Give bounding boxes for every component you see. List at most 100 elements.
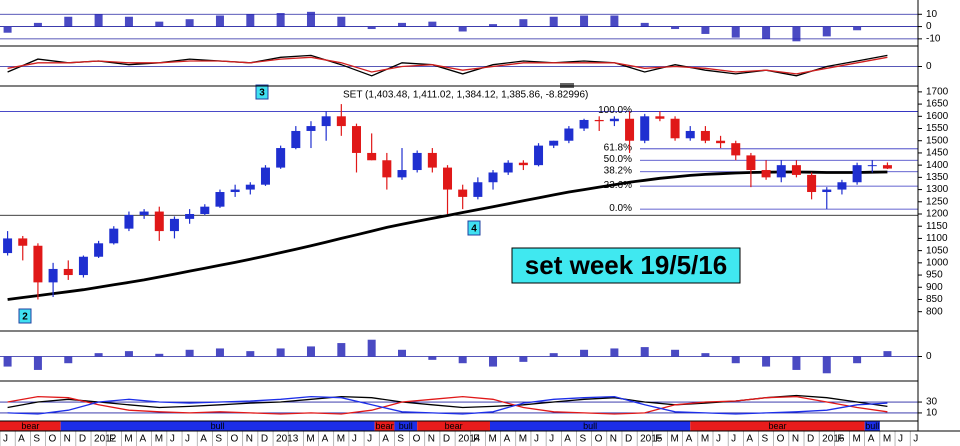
regime-label: bull (399, 421, 413, 431)
y-tick-label: 0 (926, 21, 932, 32)
bar (185, 349, 194, 357)
candle-body (700, 130, 710, 141)
candle-body (655, 116, 665, 119)
regime-label: bear (21, 421, 39, 431)
candle-body (746, 155, 756, 171)
wave-box (18, 308, 32, 324)
bar (731, 26, 740, 38)
y-tick-label: 1600 (926, 111, 949, 122)
y-tick-label: 10 (926, 9, 938, 20)
y-tick-label: 30 (926, 397, 938, 408)
candle-body (579, 119, 589, 129)
y-tick-label: 950 (926, 270, 943, 281)
candle-body (336, 116, 346, 127)
bar (155, 353, 164, 357)
bar (367, 339, 376, 357)
x-tick-label: 2016 (822, 434, 845, 445)
x-tick-label: A (200, 434, 207, 445)
x-tick-label: O (413, 434, 421, 445)
x-tick-label: S (33, 434, 40, 445)
y-tick-label: 1400 (926, 160, 949, 171)
candle-body (625, 118, 635, 141)
candle-body (412, 152, 422, 171)
candle-body (837, 182, 847, 190)
y-tick-label: 1650 (926, 99, 949, 110)
candle-body (94, 243, 104, 257)
candle-body (822, 189, 832, 193)
regime (690, 421, 865, 431)
candle-body (139, 211, 149, 215)
indicator-line (7, 395, 888, 415)
x-tick-label: 2015 (640, 434, 663, 445)
x-tick-label: F (655, 434, 661, 445)
fib-label: 100.0% (598, 105, 632, 116)
bar (458, 356, 467, 364)
regime-label: bear (376, 421, 394, 431)
candle-body (791, 165, 801, 175)
bar (64, 356, 73, 364)
bar (33, 22, 42, 27)
bar (883, 351, 892, 357)
candle-body (534, 145, 544, 166)
bar (671, 26, 680, 30)
candle-body (488, 172, 498, 183)
bar (580, 15, 589, 27)
wave-box (255, 84, 269, 100)
y-tick-label: 800 (926, 306, 943, 317)
x-tick-label: A (140, 434, 147, 445)
bar (246, 351, 255, 357)
bar (701, 26, 710, 34)
x-tick-label: A (868, 434, 875, 445)
bar (792, 356, 801, 370)
candle-body (776, 165, 786, 178)
y-tick-label: 10 (926, 408, 938, 419)
bar (640, 347, 649, 357)
candle-body (761, 170, 771, 178)
candle-body (185, 213, 195, 219)
x-tick-label: A (686, 434, 693, 445)
y-tick-label: 900 (926, 282, 943, 293)
fib-label: 0.0% (609, 203, 632, 214)
candle-body (200, 206, 210, 214)
bar (853, 26, 862, 31)
candle-body (245, 184, 255, 190)
x-tick-label: N (64, 434, 71, 445)
x-tick-label: J (534, 434, 539, 445)
candle-body (518, 162, 528, 166)
candle-body (382, 160, 392, 178)
bar (155, 21, 164, 27)
candle-body (260, 167, 270, 185)
candle-body (367, 152, 377, 161)
indicator-line (7, 395, 888, 415)
bar (671, 349, 680, 357)
candle-body (78, 256, 88, 276)
y-tick-label: 1050 (926, 245, 949, 256)
y-tick-label: 1300 (926, 184, 949, 195)
fib-label: 50.0% (604, 154, 632, 165)
x-tick-label: M (124, 434, 132, 445)
note-box (511, 247, 741, 284)
bar (246, 14, 255, 27)
regime-label: bull (583, 421, 597, 431)
y-tick-label: 850 (926, 294, 943, 305)
candle-body (169, 218, 179, 232)
bar (458, 26, 467, 32)
x-tick-label: M (488, 434, 496, 445)
x-tick-label: O (595, 434, 603, 445)
x-tick-label: M (853, 434, 861, 445)
candle-body (685, 130, 695, 139)
bar (337, 16, 346, 27)
note-text: set week 19/5/16 (525, 250, 727, 280)
bar (3, 26, 12, 33)
regime (489, 421, 691, 431)
x-tick-label: S (215, 434, 222, 445)
bar (3, 356, 12, 367)
y-tick-label: 0 (926, 61, 932, 72)
fib-label: 38.2% (604, 165, 632, 176)
bar (337, 343, 346, 357)
candle-body (594, 119, 604, 122)
bar (489, 356, 498, 367)
candle-body (882, 165, 892, 169)
candle-body (351, 126, 361, 153)
bar (792, 26, 801, 42)
